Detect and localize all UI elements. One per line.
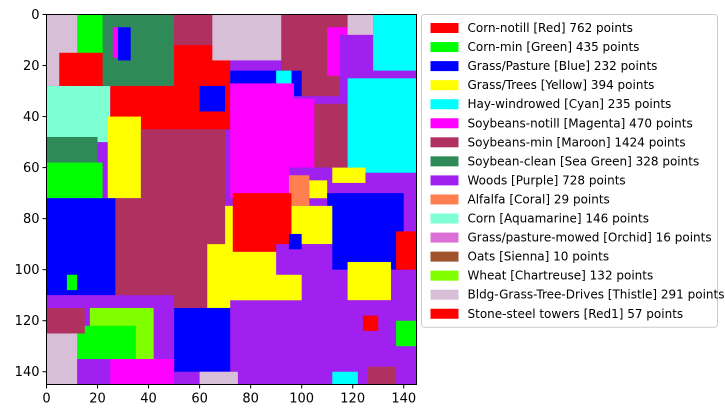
map-region <box>327 193 404 270</box>
legend-entry-label: Alfalfa [Coral] 29 points <box>468 192 610 206</box>
legend-swatch <box>430 232 459 243</box>
map-region <box>373 14 417 71</box>
legend-entry-label: Soybeans-notill [Magenta] 470 points <box>468 116 693 130</box>
legend-entry-label: Grass/pasture-mowed [Orchid] 16 points <box>468 231 712 245</box>
legend-entry-label: Stone-steel towers [Red1] 57 points <box>468 307 684 321</box>
legend-swatch <box>430 156 459 167</box>
map-region <box>396 320 417 347</box>
legend: Corn-notill [Red] 762 points Corn-min [Gr… <box>421 14 725 328</box>
x-tick-label: 0 <box>42 392 50 407</box>
map-region <box>107 116 141 199</box>
legend-swatch <box>430 42 459 53</box>
map-region <box>332 167 366 183</box>
y-tick-label: 140 <box>15 365 40 380</box>
x-tick-label: 20 <box>89 392 106 407</box>
legend-swatch <box>430 137 459 148</box>
legend-swatch <box>430 23 459 33</box>
map-region <box>294 98 315 168</box>
map-region <box>66 274 78 291</box>
map-region <box>117 27 131 61</box>
legend-entry-label: Grass/Trees [Yellow] 394 points <box>468 78 655 92</box>
map-region <box>368 366 397 385</box>
legend-entry-label: Woods [Purple] 728 points <box>468 173 626 187</box>
map-region <box>59 52 111 86</box>
map-region <box>174 307 241 372</box>
x-axis: 0 20 40 60 80 100 120 140 <box>42 384 416 407</box>
x-tick-label: 140 <box>391 392 416 407</box>
legend-swatch <box>430 251 459 262</box>
map-region <box>347 78 417 173</box>
legend-frame <box>421 14 718 328</box>
map-region <box>46 162 103 199</box>
map-region <box>347 14 374 35</box>
y-tick-label: 40 <box>23 110 40 125</box>
map-region <box>230 83 295 199</box>
map-region <box>314 103 348 168</box>
map-region <box>110 358 175 385</box>
x-tick-label: 120 <box>340 392 365 407</box>
map-region <box>232 193 292 252</box>
legend-swatch <box>430 194 459 205</box>
legend-swatch <box>430 61 459 72</box>
map-region <box>288 175 310 206</box>
map-region <box>362 315 379 331</box>
legend-entry-label: Corn-min [Green] 435 points <box>468 40 640 54</box>
legend-entry-label: Grass/Pasture [Blue] 232 points <box>468 59 658 73</box>
map-region <box>46 85 111 143</box>
legend-swatch <box>430 289 459 300</box>
y-tick-label: 80 <box>23 212 40 227</box>
map-region <box>288 233 302 250</box>
map-pixels <box>46 14 417 385</box>
legend-swatch <box>430 270 459 281</box>
map-region <box>309 180 328 199</box>
legend-swatch <box>430 118 459 129</box>
map-region <box>332 371 358 385</box>
legend-entry-label: Corn [Aquamarine] 146 points <box>468 212 650 226</box>
map-region <box>46 333 78 385</box>
legend-entry-label: Soybeans-min [Maroon] 1424 points <box>468 135 686 149</box>
legend-entry-label: Oats [Sienna] 10 points <box>468 250 610 264</box>
x-tick-label: 40 <box>140 392 157 407</box>
legend-swatch <box>430 213 459 224</box>
map-region <box>199 371 238 385</box>
legend-entry-label: Bldg-Grass-Tree-Drives [Thistle] 291 poi… <box>468 288 725 302</box>
legend-entry-label: Hay-windrowed [Cyan] 235 points <box>468 97 672 111</box>
y-tick-label: 100 <box>15 263 40 278</box>
map-region <box>46 136 98 163</box>
legend-swatch <box>430 80 459 91</box>
legend-swatch <box>430 99 459 110</box>
legend-entry-label: Corn-notill [Red] 762 points <box>468 21 633 35</box>
map-region <box>46 307 85 334</box>
legend-swatch <box>430 175 459 186</box>
y-tick-label: 20 <box>23 59 40 74</box>
x-tick-label: 100 <box>289 392 314 407</box>
legend-entry-label: Soybean-clean [Sea Green] 328 points <box>468 154 700 168</box>
x-tick-label: 80 <box>242 392 259 407</box>
map-region <box>199 85 226 112</box>
y-tick-label: 0 <box>31 8 39 23</box>
map-region <box>115 198 226 301</box>
y-tick-label: 120 <box>15 314 40 329</box>
y-tick-label: 60 <box>23 161 40 176</box>
legend-entry-label: Wheat [Chartreuse] 132 points <box>468 269 654 283</box>
map-region <box>276 244 333 275</box>
map-region <box>46 198 116 296</box>
y-axis: 0 20 40 60 80 100 120 140 <box>15 8 47 380</box>
legend-swatch <box>430 308 459 319</box>
x-tick-label: 60 <box>191 392 208 407</box>
map-region <box>396 231 417 270</box>
map-region <box>347 262 391 301</box>
plot-frame <box>46 14 417 385</box>
